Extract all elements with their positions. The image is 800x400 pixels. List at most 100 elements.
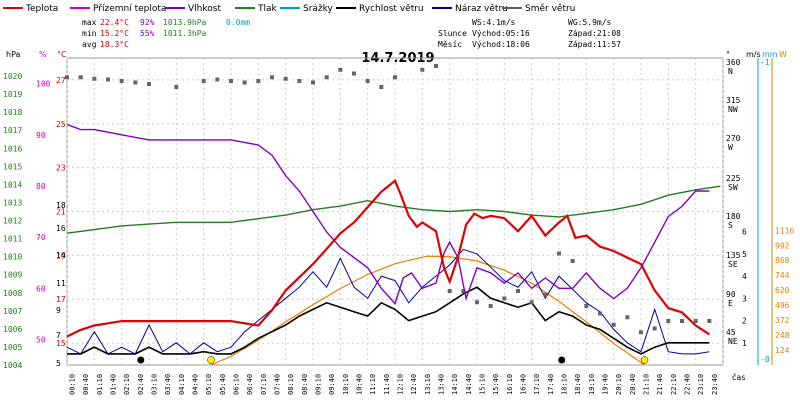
time-tick-label: 11:10 [369,374,377,395]
press-tick-label: 1016 [3,144,22,153]
dir-tick-label: SE [728,260,738,269]
hum-tick-label: 100 [36,80,51,89]
wind-dir-point [352,71,356,76]
dir-tick-label: NE [728,337,738,346]
wind-dir-point [598,311,602,316]
wind-dir-point [475,300,479,305]
press-tick-label: 1004 [3,361,22,370]
svg-text:Rychlost větru: Rychlost větru [359,4,424,14]
wind-dir-point [584,304,589,308]
wind-dir-point [625,315,630,320]
time-tick-label: 08:10 [287,374,295,395]
wind-dir-point [283,76,288,81]
wind-dir-point [693,319,698,323]
time-tick-label: 18:40 [574,374,582,395]
time-tick-label: 07:10 [260,374,268,395]
legend-tlak: Tlak [235,4,278,14]
time-tick-label: 07:40 [274,374,282,395]
wind-dir-point [229,79,233,83]
stats-avg-temp: 18.3°C [100,40,129,49]
wind-dir-point [174,85,179,89]
svg-text:Přízemní teplota: Přízemní teplota [93,4,166,14]
press-tick-label: 1013 [3,198,22,207]
svg-text:Teplota: Teplota [25,4,58,14]
series-rychlost-vetru [67,286,710,355]
press-tick-label: 1006 [3,325,22,334]
time-tick-label: 08:40 [301,374,309,395]
dir-tick-label: SW [728,183,738,192]
time-tick-label: 13:40 [438,374,446,395]
axis-title-press: hPa [6,50,21,59]
time-tick-label: 13:10 [424,374,432,395]
stats-max-press: 1013.9hPa [163,18,207,27]
time-tick-label: 02:10 [123,374,131,395]
wind-dir-point [147,82,151,86]
axis-title-speed: m/s [746,50,761,59]
time-tick-label: 15:40 [492,374,500,395]
press-tick-label: 1009 [3,271,22,280]
time-tick-label: 09:40 [328,374,336,395]
dir-tick-deg: 90 [726,290,736,299]
dir-tick-label: E [728,299,733,308]
time-tick-label: 09:10 [315,374,323,395]
wind-ws: WS:4.1m/s [472,18,516,27]
wind-tick-label: 18 [56,201,66,210]
sun-label: Slunce [438,29,467,38]
stats-avg-label: avg [82,40,97,49]
dir-tick-deg: 360 [726,58,741,67]
axis-title-hum: % [39,50,47,59]
wind-dir-point [707,319,712,323]
wind-dir-point [65,75,69,80]
time-tick-label: 01:10 [96,374,104,395]
solar-tick-label: 248 [775,331,790,340]
hum-tick-label: 80 [36,182,46,191]
legend-vlhkost: Vlhkost [165,4,221,14]
sunset-marker [640,356,649,364]
stats-block: max 22.4°C 92% 1013.9hPa 0.0mm min 15.2°… [82,18,621,49]
temp-tick-label: 27 [56,76,66,85]
legend-smer-vetru: Směr větru [502,4,575,14]
stats-min-press: 1011.3hPa [163,29,207,38]
press-tick-label: 1017 [3,126,22,135]
wind-dir-point [365,79,370,83]
press-tick-label: 1018 [3,108,22,117]
stats-min-temp: 15.2°C [100,29,129,38]
axis-title-time: čas [732,372,745,382]
series-layer [65,64,721,366]
time-tick-label: 12:10 [397,374,405,395]
wind-tick-label: 9 [56,306,61,315]
moon-set: Západ:11:57 [568,40,621,49]
solar-tick-label: 992 [775,241,790,250]
solar-tick-label: 744 [775,271,790,280]
wind-dir-point [242,80,247,85]
time-tick-label: 06:10 [233,374,241,395]
time-tick-label: 01:40 [110,374,118,395]
hum-tick-label: 90 [36,131,46,140]
wind-dir-point [78,75,83,80]
solar-tick-label: 496 [775,301,790,310]
axis-title-temp: °C [57,50,67,59]
dir-tick-deg: 225 [726,174,741,183]
grid [66,57,724,366]
moonrise-marker [558,356,566,364]
solar-tick-label: 372 [775,316,790,325]
time-tick-label: 17:10 [533,374,541,395]
series-sun [210,255,645,366]
legend-prizemni-teplota: Přízemní teplota [70,4,166,14]
stats-max-hum: 92% [140,18,155,27]
wind-dir-point [447,289,452,293]
wind-dir-point [488,304,493,308]
wind-tick-label: 5 [56,359,61,368]
wind-dir-point [393,75,397,80]
time-tick-label: 03:40 [164,374,172,395]
stats-max-rain: 0.0mm [226,18,250,27]
left-axes: 1004100510061007100810091010101110121013… [3,72,66,370]
markers [137,356,649,364]
speed-tick-label: 6 [742,228,747,237]
wind-dir-point [215,77,220,82]
temp-tick-label: 15 [56,339,66,348]
time-tick-label: 05:10 [205,374,213,395]
series-vlhkost [66,123,710,305]
stats-min-hum: 55% [140,29,155,38]
dir-tick-label: W [728,143,733,152]
